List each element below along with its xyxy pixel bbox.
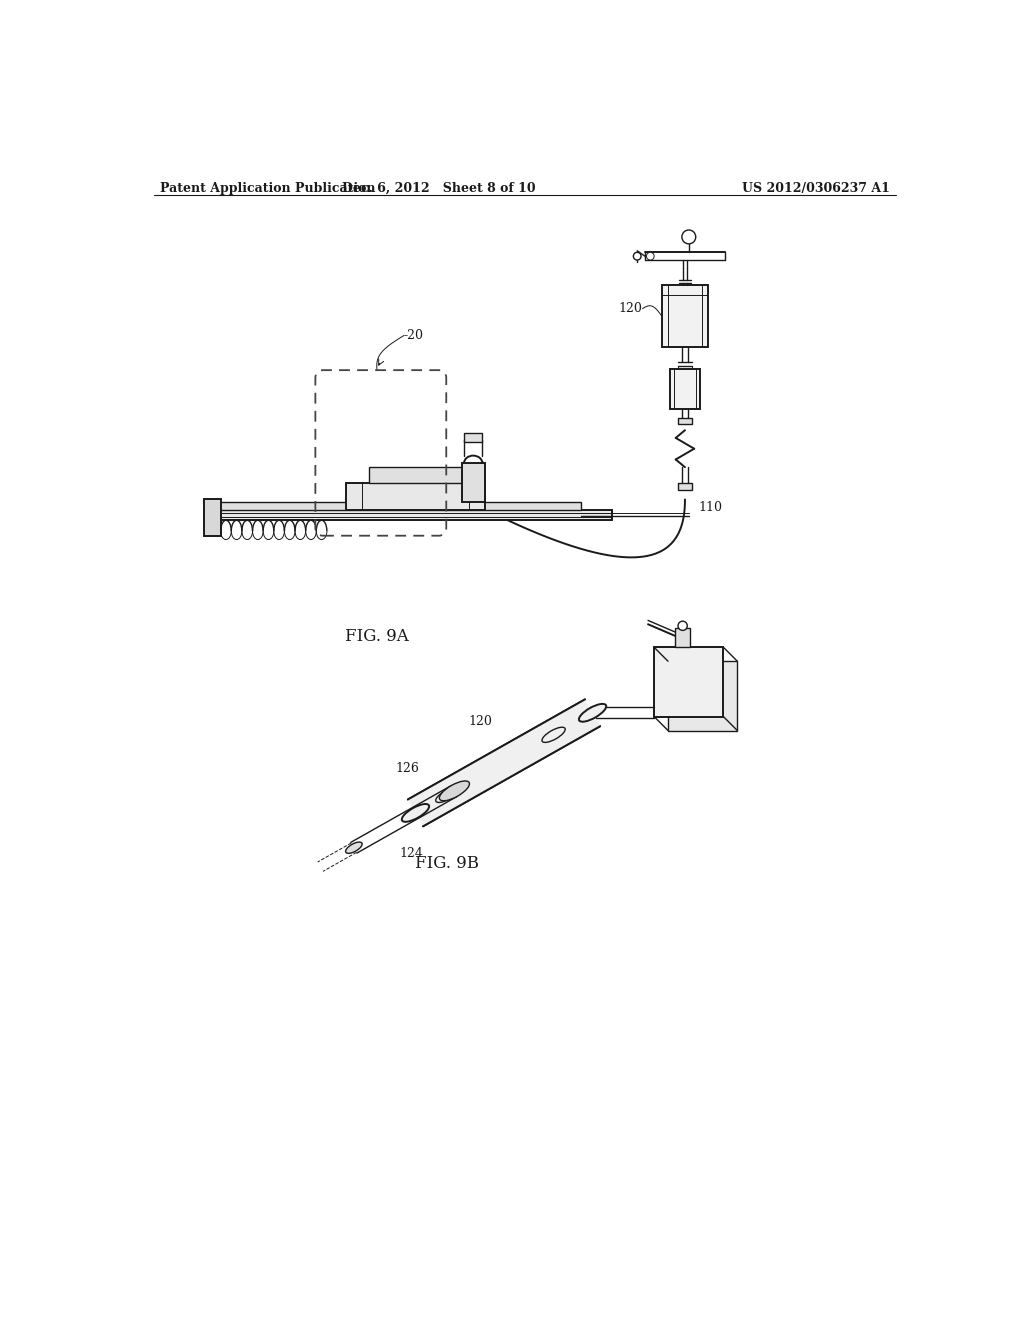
Bar	[654, 647, 724, 717]
Ellipse shape	[579, 704, 606, 722]
Bar	[668, 661, 737, 730]
Text: 126: 126	[395, 762, 419, 775]
Bar	[678, 418, 692, 424]
Ellipse shape	[346, 842, 362, 853]
Ellipse shape	[439, 781, 469, 801]
Bar	[675, 628, 690, 647]
Ellipse shape	[401, 804, 429, 822]
Text: -20: -20	[403, 329, 424, 342]
Text: FIG. 9B: FIG. 9B	[416, 855, 479, 873]
Bar	[670, 368, 700, 409]
Text: Dec. 6, 2012   Sheet 8 of 10: Dec. 6, 2012 Sheet 8 of 10	[342, 182, 536, 194]
Text: FIG. 9A: FIG. 9A	[345, 628, 409, 645]
Text: US 2012/0306237 A1: US 2012/0306237 A1	[742, 182, 890, 194]
Bar	[464, 433, 482, 442]
Circle shape	[646, 252, 654, 260]
Text: 120: 120	[618, 302, 643, 315]
Bar	[204, 510, 611, 520]
Circle shape	[634, 252, 641, 260]
Circle shape	[682, 230, 695, 244]
Bar	[370, 467, 462, 483]
Text: Patent Application Publication: Patent Application Publication	[160, 182, 376, 194]
Text: 124: 124	[399, 846, 423, 859]
Text: 110: 110	[698, 500, 723, 513]
Bar	[462, 463, 484, 502]
Circle shape	[678, 622, 687, 631]
Text: 120: 120	[469, 714, 493, 727]
Bar	[678, 483, 692, 490]
Bar	[346, 483, 484, 510]
Bar	[662, 285, 708, 347]
Bar	[219, 502, 581, 510]
Polygon shape	[408, 700, 600, 826]
Bar	[204, 499, 220, 536]
